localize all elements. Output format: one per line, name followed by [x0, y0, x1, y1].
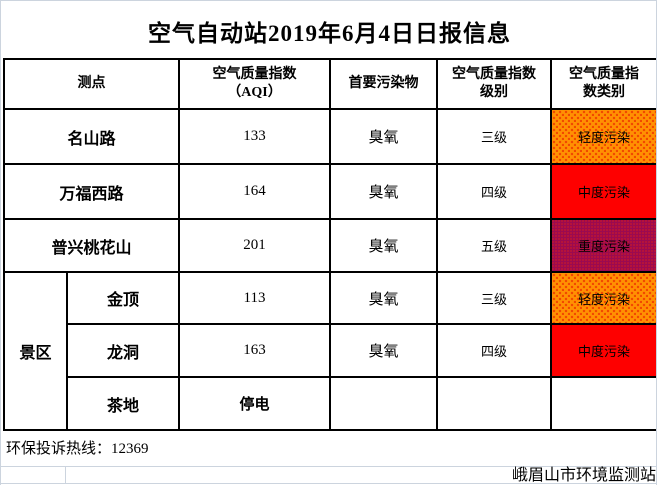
site-name: 茶地: [66, 376, 180, 431]
col-header-aqi: 空气质量指数 （AQI）: [178, 58, 331, 110]
footer-row: 峨眉山市环境监测站: [1, 467, 656, 484]
aqi-value: 164: [178, 163, 331, 220]
site-name: 金顶: [66, 271, 180, 325]
level-value: 三级: [436, 108, 552, 165]
level-value: 三级: [436, 271, 552, 325]
col-header-site: 测点: [3, 58, 180, 110]
site-name: 普兴桃花山: [3, 218, 180, 273]
header-row: 测点 空气质量指数 （AQI） 首要污染物 空气质量指数 级别 空气质量指 数类…: [3, 58, 656, 110]
col-header-level: 空气质量指数 级别: [436, 58, 552, 110]
table-row: 名山路 133 臭氧 三级 轻度污染: [3, 108, 656, 165]
pollutant-value: 臭氧: [329, 108, 438, 165]
pollutant-value: [329, 376, 438, 431]
category-badge: 重度污染: [550, 218, 656, 273]
category-badge: 轻度污染: [550, 271, 656, 325]
col-header-level-line1: 空气质量指数: [452, 67, 536, 82]
pollutant-value: 臭氧: [329, 323, 438, 378]
col-header-category: 空气质量指 数类别: [550, 58, 656, 110]
category-badge: 轻度污染: [550, 108, 656, 165]
footer-empty-cell: [1, 467, 66, 483]
hotline-text: 环保投诉热线：12369: [6, 441, 149, 457]
table-row: 茶地 停电: [4, 376, 656, 431]
table-row: 普兴桃花山 201 臭氧 五级 重度污染: [3, 218, 656, 273]
aqi-value: 201: [178, 218, 331, 273]
aqi-value: 113: [178, 271, 331, 325]
report-title: 空气自动站2019年6月4日日报信息: [148, 20, 511, 46]
category-badge: 中度污染: [550, 163, 656, 220]
level-value: 四级: [436, 163, 552, 220]
level-value: 五级: [436, 218, 552, 273]
table-row: 龙洞 163 臭氧 四级 中度污染: [4, 323, 656, 378]
site-name: 龙洞: [66, 323, 180, 378]
site-group-label: 景区: [3, 271, 68, 431]
table-row: 万福西路 164 臭氧 四级 中度污染: [3, 163, 656, 220]
aqi-value: 163: [178, 323, 331, 378]
level-value: 四级: [436, 323, 552, 378]
hotline-row: 环保投诉热线：12369: [1, 429, 656, 467]
pollutant-value: 臭氧: [329, 271, 438, 325]
col-header-level-line2: 级别: [480, 85, 508, 100]
aqi-value: 停电: [178, 376, 331, 431]
col-header-category-line2: 数类别: [583, 85, 625, 100]
col-header-aqi-line2: （AQI）: [227, 85, 282, 100]
col-header-category-line1: 空气质量指: [569, 67, 639, 82]
pollutant-value: 臭氧: [329, 218, 438, 273]
category-badge: [550, 376, 656, 431]
col-header-pollutant: 首要污染物: [329, 58, 438, 110]
site-name: 万福西路: [3, 163, 180, 220]
site-name: 名山路: [3, 108, 180, 165]
category-badge: 中度污染: [550, 323, 656, 378]
level-value: [436, 376, 552, 431]
aqi-value: 133: [178, 108, 331, 165]
aqi-table: 测点 空气质量指数 （AQI） 首要污染物 空气质量指数 级别 空气质量指 数类…: [3, 58, 656, 431]
col-header-aqi-line1: 空气质量指数: [212, 67, 297, 82]
table-row: 景区 金顶 113 臭氧 三级 轻度污染: [3, 271, 656, 431]
pollutant-value: 臭氧: [329, 163, 438, 220]
station-name: 峨眉山市环境监测站: [511, 467, 656, 484]
